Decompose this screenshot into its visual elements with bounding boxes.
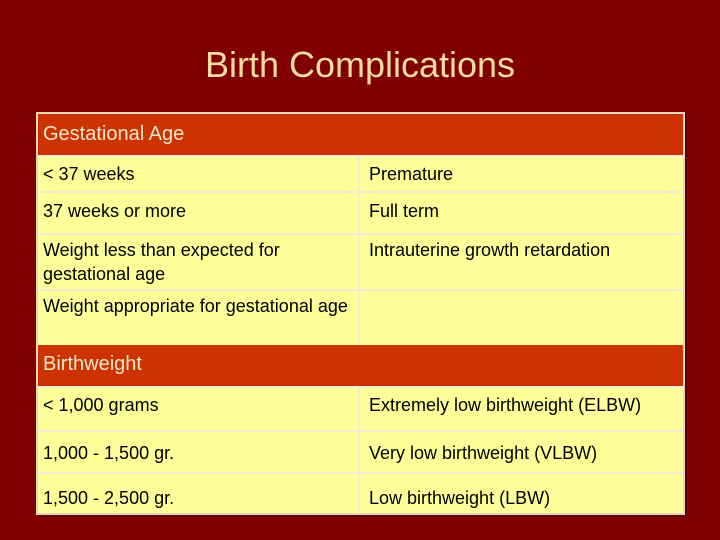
column-divider xyxy=(358,157,360,345)
table-row: < 37 weeks Premature xyxy=(38,157,683,191)
cell-right: Intrauterine growth retardation xyxy=(369,240,611,260)
table-row: 37 weeks or more Full term xyxy=(38,193,683,233)
cell-right: Premature xyxy=(369,164,454,184)
complications-table: Gestational Age < 37 weeks Premature 37 … xyxy=(36,112,685,515)
table-row: Weight appropriate for gestational age xyxy=(38,291,683,343)
row-divider xyxy=(38,191,683,193)
table-row: Weight less than expected for gestationa… xyxy=(38,235,683,289)
cell-left: Weight less than expected for gestationa… xyxy=(43,240,280,284)
cell-left: < 37 weeks xyxy=(43,164,135,184)
section-header-gestational-age: Gestational Age xyxy=(38,114,683,155)
column-divider xyxy=(358,388,360,513)
cell-left: 1,000 - 1,500 gr. xyxy=(43,443,175,463)
row-divider xyxy=(38,233,683,235)
table-row: < 1,000 grams Extremely low birthweight … xyxy=(38,388,683,430)
section-label: Gestational Age xyxy=(43,123,185,145)
cell-right: Full term xyxy=(369,201,440,221)
row-divider xyxy=(38,472,683,474)
cell-left: < 1,000 grams xyxy=(43,395,159,415)
cell-left: 37 weeks or more xyxy=(43,201,187,221)
row-divider xyxy=(38,386,683,388)
cell-left: 1,500 - 2,500 gr. xyxy=(43,488,175,508)
cell-right: Very low birthweight (VLBW) xyxy=(369,443,598,463)
table-row: 1,500 - 2,500 gr. Low birthweight (LBW) xyxy=(38,474,683,513)
row-divider xyxy=(38,155,683,157)
section-label: Birthweight xyxy=(43,353,142,375)
table-row: 1,000 - 1,500 gr. Very low birthweight (… xyxy=(38,432,683,472)
cell-right: Low birthweight (LBW) xyxy=(369,488,551,508)
slide-title: Birth Complications xyxy=(204,44,516,85)
cell-right: Extremely low birthweight (ELBW) xyxy=(369,395,642,415)
row-divider xyxy=(38,289,683,291)
row-divider xyxy=(38,430,683,432)
section-header-birthweight: Birthweight xyxy=(38,345,683,386)
cell-left: Weight appropriate for gestational age xyxy=(43,296,348,316)
